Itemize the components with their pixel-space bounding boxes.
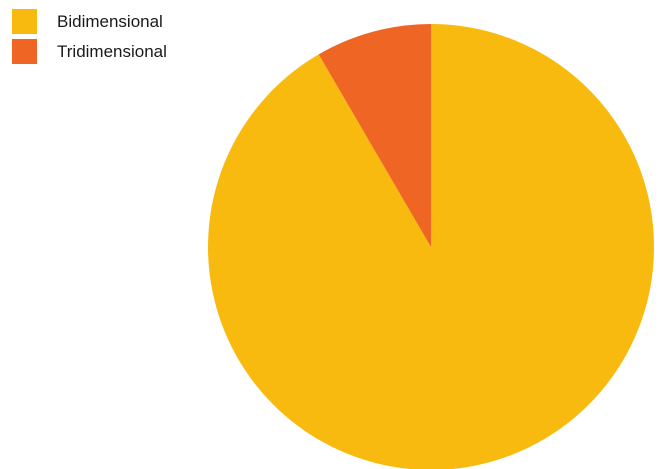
pie-slice-tridimensional [318, 24, 431, 247]
pie-slice-bidimensional [208, 24, 654, 469]
legend-label-tridimensional: Tridimensional [57, 41, 167, 61]
chart-legend: Bidimensional Tridimensional [12, 9, 167, 69]
legend-label-bidimensional: Bidimensional [57, 11, 163, 31]
legend-item-tridimensional: Tridimensional [12, 39, 167, 64]
legend-item-bidimensional: Bidimensional [12, 9, 167, 34]
legend-swatch-tridimensional [12, 39, 37, 64]
legend-swatch-bidimensional [12, 9, 37, 34]
